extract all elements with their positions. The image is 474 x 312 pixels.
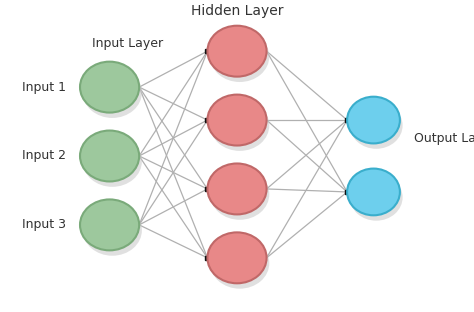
Text: Input 1: Input 1 xyxy=(22,80,66,94)
Ellipse shape xyxy=(208,232,266,283)
Ellipse shape xyxy=(83,136,142,187)
Ellipse shape xyxy=(347,168,400,215)
Text: Output Layer: Output Layer xyxy=(413,132,474,144)
Ellipse shape xyxy=(350,174,402,221)
Ellipse shape xyxy=(210,31,269,82)
Ellipse shape xyxy=(210,100,269,151)
Ellipse shape xyxy=(83,67,142,118)
Ellipse shape xyxy=(208,95,266,145)
Ellipse shape xyxy=(80,130,139,182)
Text: Hidden Layer: Hidden Layer xyxy=(191,4,283,18)
Ellipse shape xyxy=(80,62,139,113)
Text: Input 3: Input 3 xyxy=(22,218,66,232)
Ellipse shape xyxy=(208,163,266,214)
Ellipse shape xyxy=(80,199,139,250)
Text: Input Layer: Input Layer xyxy=(92,37,164,50)
Ellipse shape xyxy=(83,205,142,256)
Ellipse shape xyxy=(350,102,402,149)
Ellipse shape xyxy=(347,97,400,144)
Ellipse shape xyxy=(210,238,269,289)
Ellipse shape xyxy=(210,169,269,220)
Text: Input 2: Input 2 xyxy=(22,149,66,163)
Ellipse shape xyxy=(208,26,266,77)
